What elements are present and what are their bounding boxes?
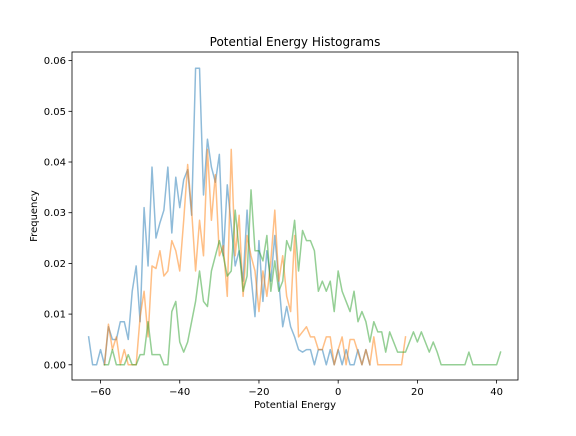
x-tick-label: −40: [169, 387, 190, 398]
y-tick-label: 0.03: [44, 208, 66, 219]
x-tick-label: 0: [335, 387, 341, 398]
y-tick-label: 0.02: [44, 259, 66, 270]
y-axis: 0.00 0.01 0.02 0.03 0.04 0.05 0.06: [44, 56, 72, 371]
x-tick-label: 40: [490, 387, 503, 398]
y-tick-label: 0.06: [44, 56, 66, 67]
y-tick-label: 0.05: [44, 107, 66, 118]
x-tick-label: −20: [248, 387, 269, 398]
y-tick-label: 0.01: [44, 310, 66, 321]
series-layer: [87, 67, 502, 366]
y-tick-label: 0.00: [44, 360, 66, 371]
chart-title: Potential Energy Histograms: [210, 35, 381, 49]
x-tick-label: −60: [90, 387, 111, 398]
y-axis-label: Frequency: [29, 190, 40, 242]
x-axis-label: Potential Energy: [254, 400, 336, 411]
plot-area-frame: [71, 51, 519, 381]
series-line-2: [103, 148, 407, 366]
x-axis: −60 −40 −20 0 20 40: [90, 380, 503, 398]
series-line-3: [103, 189, 502, 366]
y-tick-label: 0.04: [44, 158, 66, 169]
x-tick-label: 20: [411, 387, 424, 398]
